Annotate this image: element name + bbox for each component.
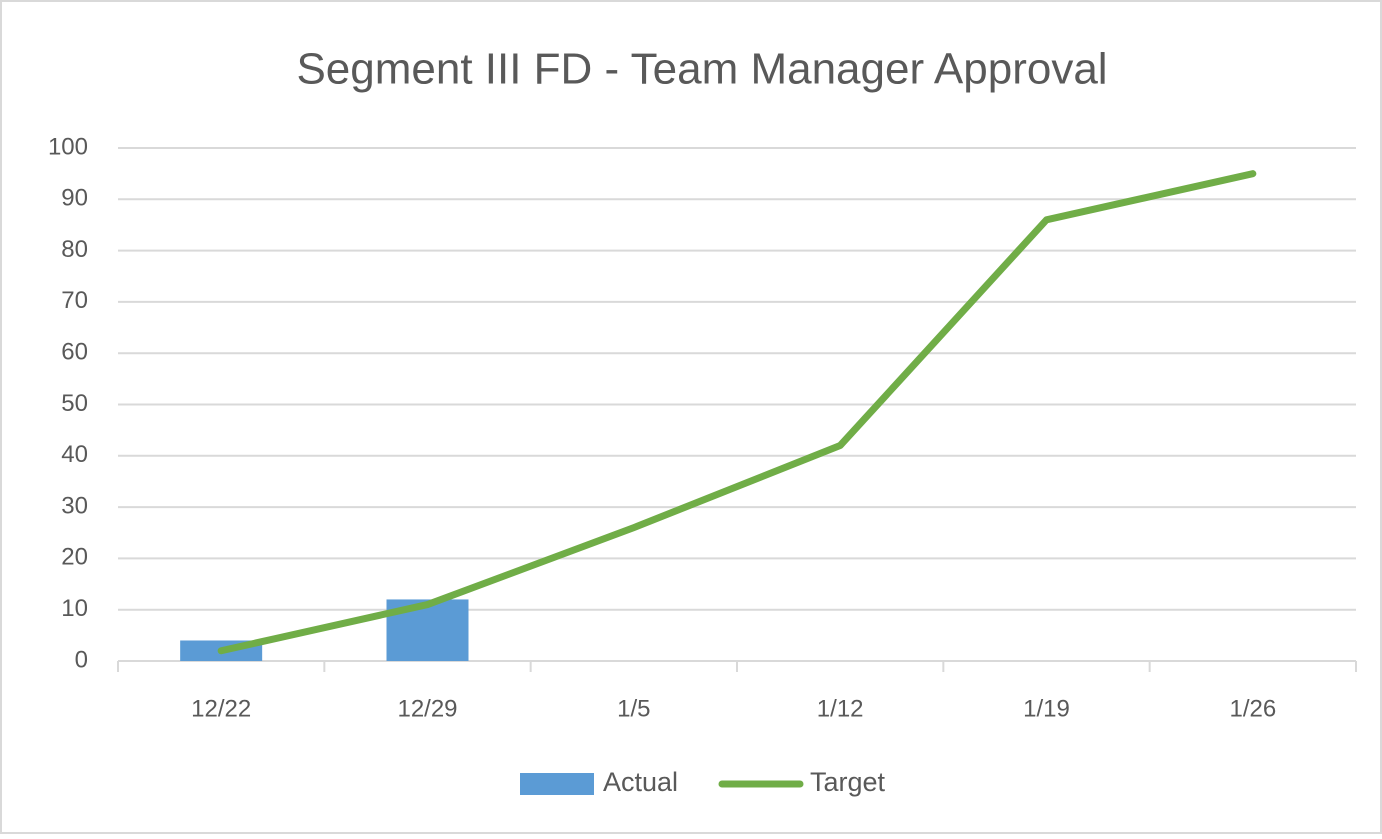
- chart-title: Segment III FD - Team Manager Approval: [296, 45, 1107, 94]
- y-tick-label: 0: [75, 646, 88, 673]
- y-tick-label: 10: [61, 595, 88, 622]
- y-tick-label: 100: [48, 133, 88, 160]
- y-tick-label: 80: [61, 236, 88, 263]
- x-tick-label: 1/12: [817, 695, 864, 722]
- y-tick-label: 70: [61, 287, 88, 314]
- line: [217, 170, 1257, 655]
- x-tick-label: 1/26: [1229, 695, 1276, 722]
- y-tick-label: 20: [61, 544, 88, 571]
- x-tick-label: 1/19: [1023, 695, 1070, 722]
- x-tick-label: 12/29: [397, 695, 457, 722]
- y-tick-label: 50: [61, 390, 88, 417]
- y-tick-label: 40: [61, 441, 88, 468]
- legend-label: Actual: [603, 767, 678, 797]
- y-tick-label: 90: [61, 185, 88, 212]
- y-tick-label: 30: [61, 492, 88, 519]
- x-tick-label: 12/22: [191, 695, 251, 722]
- legend-label: Target: [810, 767, 886, 797]
- legend-swatch: [520, 773, 594, 795]
- y-tick-label: 60: [61, 339, 88, 366]
- x-tick-label: 1/5: [617, 695, 650, 722]
